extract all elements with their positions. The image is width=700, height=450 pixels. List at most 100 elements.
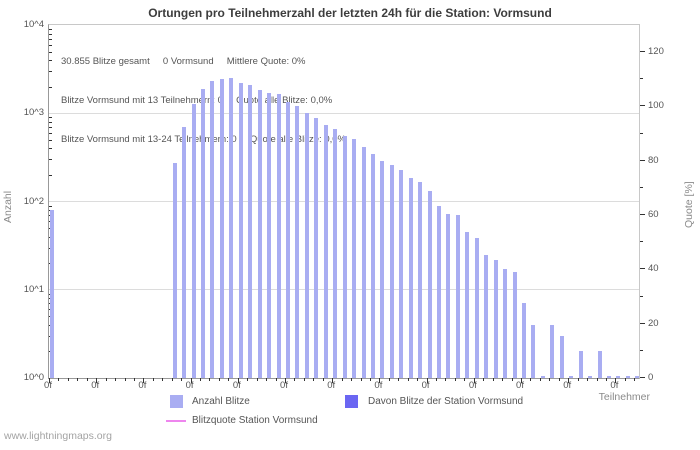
- x-minor-tick: [171, 378, 173, 381]
- chart-title: Ortungen pro Teilnehmerzahl der letzten …: [148, 6, 552, 20]
- y-right-major-tick: [640, 51, 645, 52]
- x-minor-tick: [436, 378, 438, 381]
- x-major-tick: [568, 378, 570, 383]
- x-major-tick: [143, 378, 145, 383]
- anzahl-blitze-bar: [286, 101, 290, 378]
- anzahl-blitze-bar: [352, 139, 357, 378]
- y-right-major-tick: [640, 377, 645, 378]
- y-right-major-tick: [640, 105, 645, 107]
- y-right-tick-label: 80: [648, 154, 659, 166]
- anzahl-blitze-bar: [522, 303, 526, 378]
- x-minor-tick: [133, 378, 135, 381]
- x-minor-tick: [294, 378, 296, 381]
- x-minor-tick: [266, 378, 268, 381]
- y-left-minor-tick: [49, 139, 52, 141]
- x-minor-tick: [360, 378, 362, 381]
- anzahl-blitze-bar: [304, 112, 309, 378]
- x-tick-label: 0f: [563, 380, 572, 391]
- y-gridline-10e3: [49, 112, 639, 114]
- anzahl-blitze-bar: [333, 128, 338, 378]
- x-minor-tick: [407, 378, 409, 381]
- y-left-minor-tick: [49, 148, 52, 150]
- anzahl-blitze-bar: [182, 127, 187, 378]
- x-minor-tick: [587, 378, 589, 381]
- y-right-tick-label: 120: [648, 46, 664, 57]
- y-right-major-tick: [640, 214, 645, 215]
- legend-label-anzahl-blitze: Anzahl Blitze: [192, 396, 250, 407]
- y-left-tick-label: 10^3: [23, 107, 44, 119]
- site-watermark: www.lightningmaps.org: [4, 430, 112, 442]
- y-left-minor-tick: [49, 38, 52, 40]
- x-minor-tick: [275, 378, 277, 381]
- anzahl-blitze-bar: [446, 213, 451, 378]
- anzahl-blitze-bar: [465, 232, 470, 378]
- anzahl-blitze-bar: [210, 80, 215, 378]
- anzahl-blitze-bar: [399, 170, 404, 378]
- anzahl-blitze-bar: [408, 177, 413, 378]
- anzahl-blitze-bar: [201, 89, 206, 378]
- y-right-major-tick: [640, 268, 645, 270]
- x-minor-tick: [67, 378, 69, 381]
- x-minor-tick: [218, 378, 220, 381]
- x-minor-tick: [445, 378, 447, 381]
- x-major-tick: [615, 378, 617, 383]
- x-minor-tick: [105, 378, 107, 381]
- x-minor-tick: [502, 378, 504, 381]
- stats-line-total: 30.855 Blitze gesamt 0 Vormsund Mittlere…: [61, 56, 306, 67]
- x-tick-label: 0f: [374, 380, 383, 391]
- anzahl-blitze-bar: [418, 182, 423, 378]
- anzahl-blitze-bar: [248, 85, 253, 378]
- anzahl-blitze-bar: [540, 376, 545, 378]
- x-minor-tick: [577, 378, 579, 381]
- y-left-minor-tick: [49, 71, 52, 73]
- x-minor-tick: [162, 378, 164, 381]
- y-right-minor-tick: [640, 349, 643, 351]
- y-right-tick-label: 100: [648, 100, 664, 112]
- anzahl-blitze-bar: [606, 376, 611, 378]
- anzahl-blitze-bar: [493, 259, 498, 378]
- x-minor-tick: [322, 378, 324, 381]
- x-minor-tick: [454, 378, 456, 381]
- x-tick-label: 0f: [516, 380, 524, 391]
- y-right-tick-label: 20: [648, 317, 659, 329]
- x-major-tick: [473, 378, 475, 383]
- x-tick-label: 0f: [610, 380, 619, 391]
- x-minor-tick: [398, 378, 400, 381]
- anzahl-blitze-bar: [635, 376, 640, 378]
- x-minor-tick: [313, 378, 315, 381]
- anzahl-blitze-bar: [342, 136, 347, 378]
- x-minor-tick: [181, 378, 183, 381]
- anzahl-blitze-bar: [597, 351, 602, 378]
- x-tick-label: 0f: [91, 380, 100, 391]
- anzahl-blitze-bar: [257, 89, 262, 378]
- x-minor-tick: [228, 378, 230, 381]
- x-minor-tick: [530, 378, 532, 381]
- x-minor-tick: [549, 378, 551, 381]
- y-left-minor-tick: [49, 44, 52, 46]
- anzahl-blitze-bar: [427, 191, 432, 378]
- y-left-tick-label: 10^0: [23, 372, 44, 383]
- y-right-minor-tick: [640, 241, 643, 243]
- x-minor-tick: [200, 378, 202, 381]
- anzahl-blitze-bar: [512, 271, 517, 378]
- y-left-minor-tick: [49, 132, 52, 134]
- anzahl-blitze-bar: [455, 215, 460, 378]
- x-tick-label: 0f: [421, 380, 430, 391]
- x-minor-tick: [341, 378, 343, 381]
- x-major-tick: [49, 378, 50, 383]
- y-right-minor-tick: [640, 78, 643, 80]
- x-tick-label: 0f: [44, 380, 52, 391]
- anzahl-blitze-bar: [267, 93, 272, 378]
- anzahl-blitze-bar: [191, 104, 196, 378]
- y-left-minor-tick: [49, 86, 52, 88]
- y-left-minor-tick: [49, 117, 52, 119]
- y-axis-left-label: Anzahl: [2, 190, 14, 224]
- x-minor-tick: [152, 378, 154, 381]
- anzahl-blitze-bar: [569, 376, 574, 378]
- y-left-minor-tick: [49, 51, 52, 53]
- y-right-minor-tick: [640, 132, 643, 134]
- x-minor-tick: [369, 378, 371, 381]
- x-tick-label: 0f: [185, 380, 194, 391]
- anzahl-blitze-bar: [370, 153, 375, 378]
- y-left-tick-label: 10^4: [23, 19, 44, 30]
